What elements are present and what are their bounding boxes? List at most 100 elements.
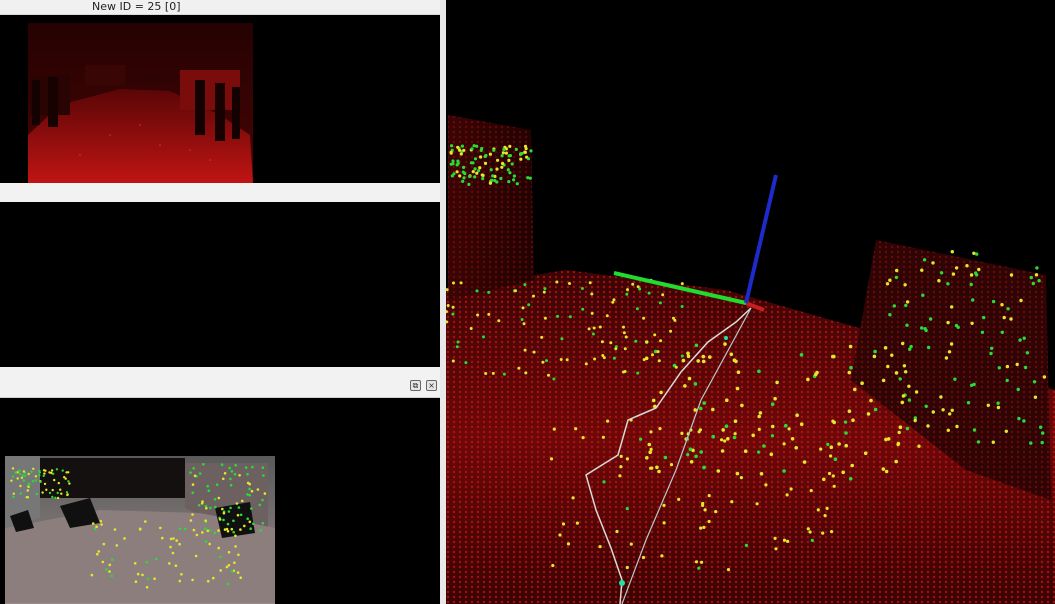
feature-point (527, 303, 531, 307)
feature-point (45, 488, 48, 491)
feature-point (923, 327, 927, 331)
feature-point (246, 472, 249, 476)
feature-point (26, 489, 29, 492)
feature-point (523, 283, 527, 287)
feature-point (735, 471, 740, 476)
feature-point (829, 445, 834, 450)
feature-point (694, 343, 699, 348)
feature-point (641, 555, 646, 560)
feature-point (720, 438, 724, 442)
feature-point (969, 282, 973, 287)
feature-point (472, 144, 476, 148)
bottom-panel-titlebar[interactable]: ⧉ × (0, 367, 440, 398)
feature-point (598, 325, 602, 329)
feature-point (699, 526, 703, 530)
feature-point (702, 401, 706, 405)
feature-point (234, 463, 237, 467)
feature-point (476, 313, 480, 317)
feature-point (262, 474, 265, 477)
feature-point (487, 312, 491, 316)
feature-point (189, 519, 193, 522)
feature-point (43, 472, 46, 475)
feature-point (449, 162, 453, 166)
feature-point (821, 531, 825, 535)
feature-point (508, 154, 512, 158)
feature-point (901, 394, 906, 398)
view-divider[interactable] (440, 0, 446, 604)
pointcloud-3d-view[interactable] (446, 0, 1055, 604)
feature-point (456, 340, 460, 344)
feature-point (471, 161, 475, 165)
feature-point (703, 508, 707, 512)
feature-point (502, 147, 506, 152)
feature-point (155, 557, 158, 561)
feature-point (655, 465, 659, 470)
feature-point (896, 441, 901, 446)
feature-point (237, 553, 240, 557)
feature-point (460, 144, 464, 148)
feature-point (997, 366, 1001, 370)
close-window-button[interactable]: × (426, 380, 437, 391)
feature-point (55, 468, 59, 471)
feature-point (11, 467, 15, 470)
feature-point (782, 442, 786, 446)
feature-point (1035, 266, 1039, 270)
feature-point (175, 539, 178, 542)
feature-point (615, 529, 619, 534)
feature-point (822, 477, 826, 482)
feature-point (623, 347, 627, 351)
feature-point (230, 470, 234, 473)
feature-point (651, 398, 656, 403)
feature-point (532, 294, 535, 298)
feature-point (1000, 330, 1004, 334)
feature-point (789, 487, 793, 491)
feature-point (701, 354, 706, 359)
feature-point (680, 354, 684, 358)
feature-point (873, 349, 877, 354)
feature-point (917, 444, 921, 448)
feature-point (451, 359, 455, 363)
feature-point (939, 271, 944, 275)
feature-point (239, 576, 242, 579)
feature-point (733, 432, 737, 436)
feature-point (949, 342, 954, 346)
feature-point (631, 282, 635, 286)
feature-point (847, 370, 852, 375)
feature-point (890, 353, 894, 357)
feature-point (588, 281, 592, 285)
feature-point (681, 358, 686, 363)
feature-point (496, 158, 500, 162)
feature-point (694, 560, 699, 564)
feature-point (975, 252, 979, 256)
feature-point (1029, 275, 1033, 280)
rgb-image (28, 23, 253, 183)
feature-point (669, 329, 673, 333)
feature-point (699, 450, 703, 454)
feature-point (730, 500, 734, 504)
feature-point (512, 174, 516, 178)
feature-point (62, 476, 66, 479)
feature-point (64, 477, 67, 480)
feature-point (625, 507, 629, 511)
feature-point (91, 522, 95, 525)
feature-point (461, 179, 465, 183)
feature-points (10, 463, 267, 589)
feature-point (552, 377, 556, 381)
feature-point (191, 578, 194, 582)
feature-point (467, 182, 471, 186)
feature-point (174, 564, 178, 567)
feature-point (551, 563, 555, 568)
feature-point (462, 176, 466, 180)
feature-point (144, 520, 147, 523)
feature-point (571, 496, 575, 500)
feature-point (881, 467, 886, 471)
feature-point (900, 400, 905, 405)
feature-point (261, 466, 265, 469)
feature-point (795, 413, 799, 418)
feature-point (642, 358, 646, 362)
feature-point (191, 483, 195, 486)
feature-point (970, 321, 974, 325)
feature-point (898, 377, 902, 381)
float-window-button[interactable]: ⧉ (410, 380, 421, 391)
feature-point (639, 437, 643, 441)
